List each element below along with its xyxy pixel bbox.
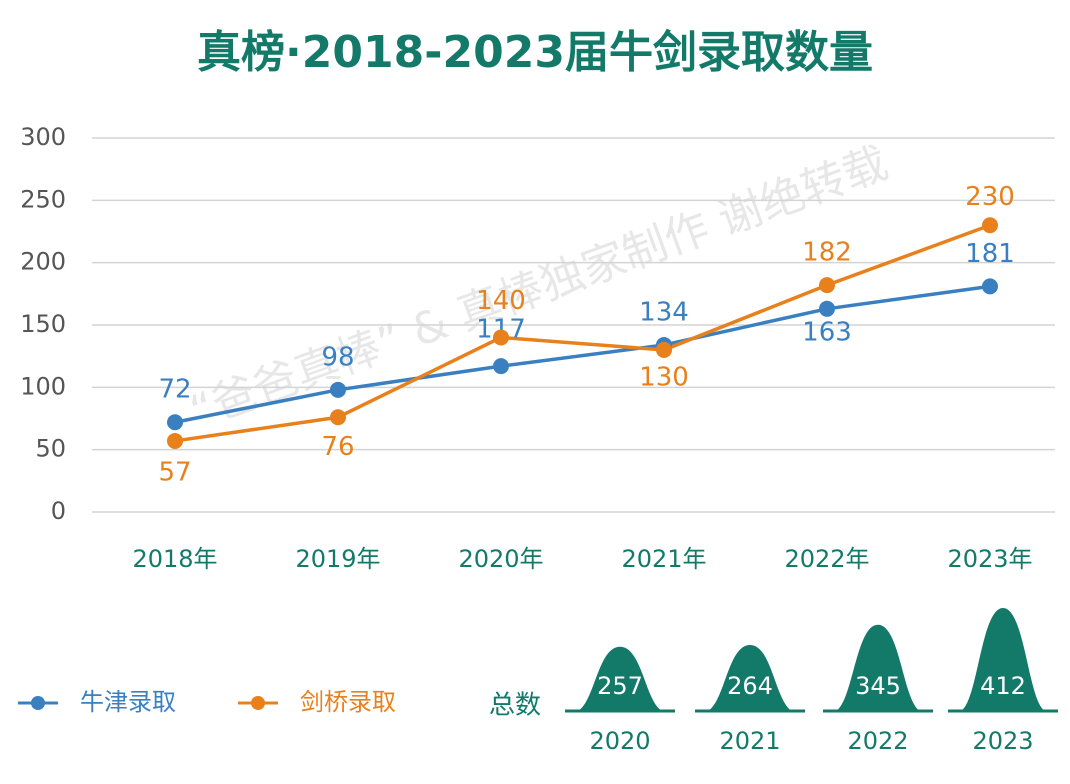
totals-value: 257: [597, 672, 643, 700]
data-label: 182: [802, 238, 852, 268]
legend-marker: [31, 696, 45, 710]
totals-value: 345: [855, 672, 901, 700]
totals-year: 2020: [589, 727, 650, 755]
data-label: 134: [639, 297, 689, 327]
data-point: [819, 277, 835, 294]
watermark: “爸爸真棒” & 真棒独家制作 谢绝转载: [184, 138, 895, 438]
data-point: [982, 217, 998, 234]
totals-year: 2023: [972, 727, 1033, 755]
series-line: [174, 284, 991, 424]
data-point: [330, 381, 346, 398]
x-tick-label: 2022年: [784, 545, 869, 573]
totals-value: 264: [727, 672, 773, 700]
y-tick-label: 0: [51, 497, 66, 525]
data-label: 57: [158, 457, 191, 487]
x-tick-label: 2021年: [621, 545, 706, 573]
y-tick-label: 100: [20, 372, 66, 400]
legend-label: 剑桥录取: [300, 688, 396, 716]
y-tick-label: 50: [35, 435, 66, 463]
data-label: 163: [802, 317, 852, 347]
totals-bump: [578, 646, 662, 711]
data-label: 76: [321, 432, 354, 462]
legend-label: 牛津录取: [80, 688, 176, 716]
y-tick-label: 200: [20, 248, 66, 276]
chart-title: 真榜·2018-2023届牛剑录取数量: [197, 27, 873, 78]
data-label: 72: [158, 375, 191, 405]
x-tick-label: 2023年: [947, 545, 1032, 573]
data-label: 98: [321, 342, 354, 372]
data-point: [330, 409, 346, 426]
x-tick-label: 2020年: [458, 545, 543, 573]
totals-year: 2022: [847, 727, 908, 755]
y-tick-label: 150: [20, 310, 66, 338]
data-label: 230: [965, 182, 1015, 212]
data-label: 181: [965, 239, 1015, 269]
x-tick-label: 2019年: [295, 545, 380, 573]
data-point: [493, 358, 509, 375]
totals-year: 2021: [719, 727, 780, 755]
y-tick-label: 250: [20, 185, 66, 213]
series-line: [174, 223, 991, 443]
data-label: 140: [476, 286, 526, 316]
data-point: [819, 300, 835, 317]
x-tick-label: 2018年: [132, 545, 217, 573]
legend-marker: [251, 696, 265, 710]
y-tick-label: 300: [20, 123, 66, 151]
data-point: [167, 414, 183, 431]
totals-label: 总数: [489, 691, 541, 721]
data-point: [656, 341, 672, 358]
totals-bump: [961, 608, 1045, 711]
totals-bump: [708, 645, 792, 711]
data-point: [982, 278, 998, 295]
data-point: [167, 432, 183, 449]
data-label: 130: [639, 362, 689, 392]
totals-bump: [836, 624, 920, 711]
data-point: [493, 329, 509, 346]
totals-value: 412: [980, 672, 1026, 700]
